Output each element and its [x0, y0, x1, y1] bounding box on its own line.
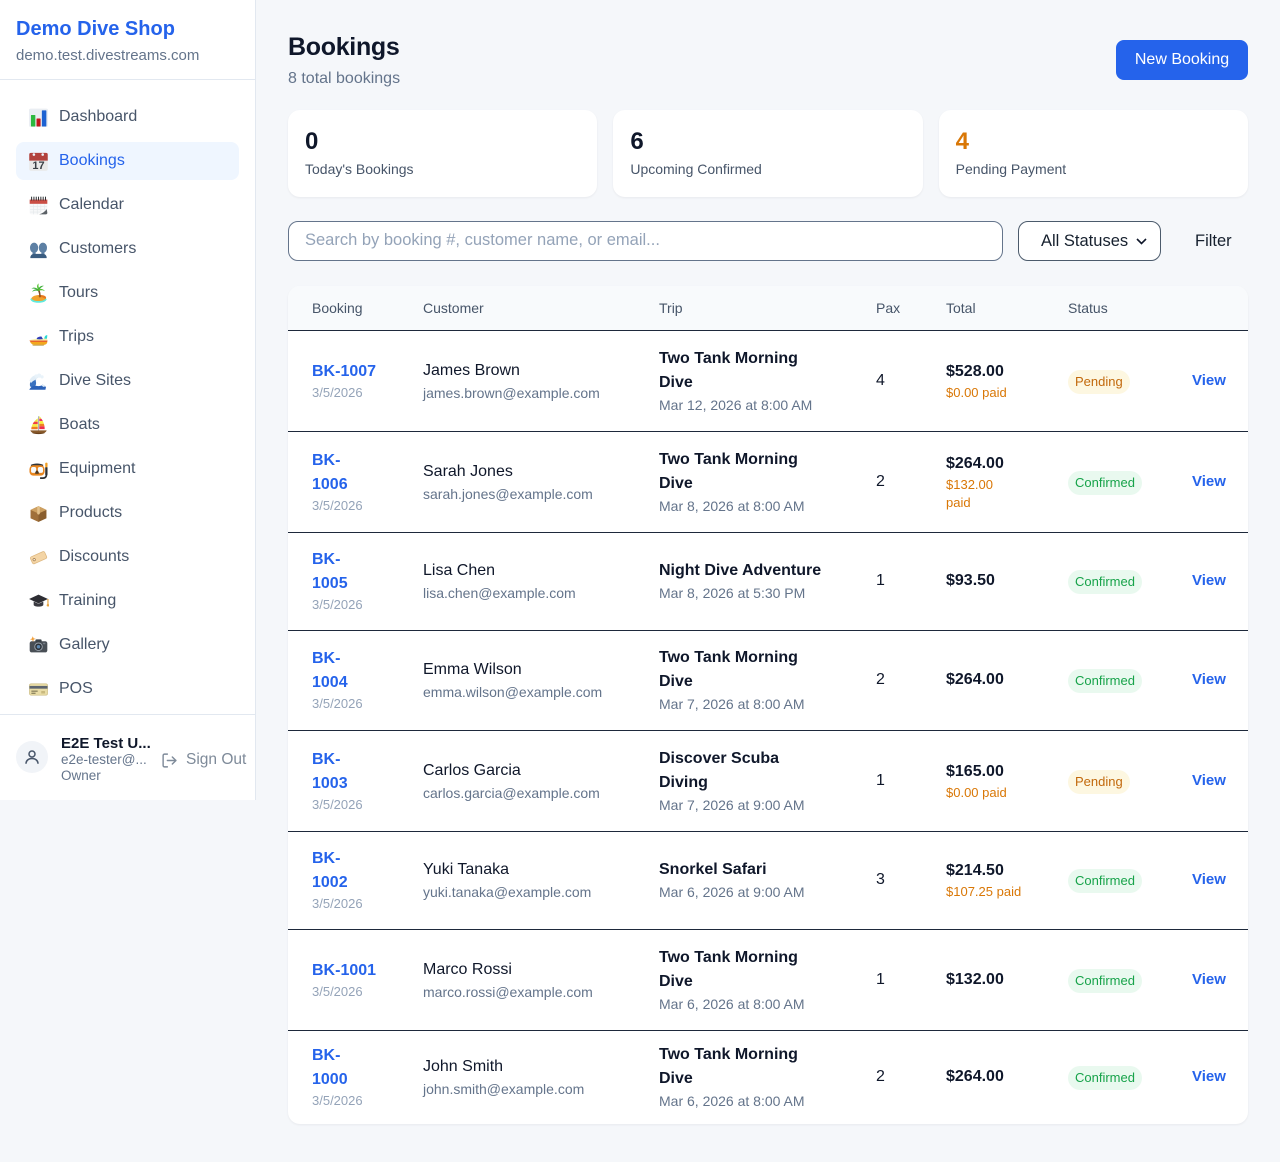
svg-text:17: 17 — [32, 159, 44, 171]
